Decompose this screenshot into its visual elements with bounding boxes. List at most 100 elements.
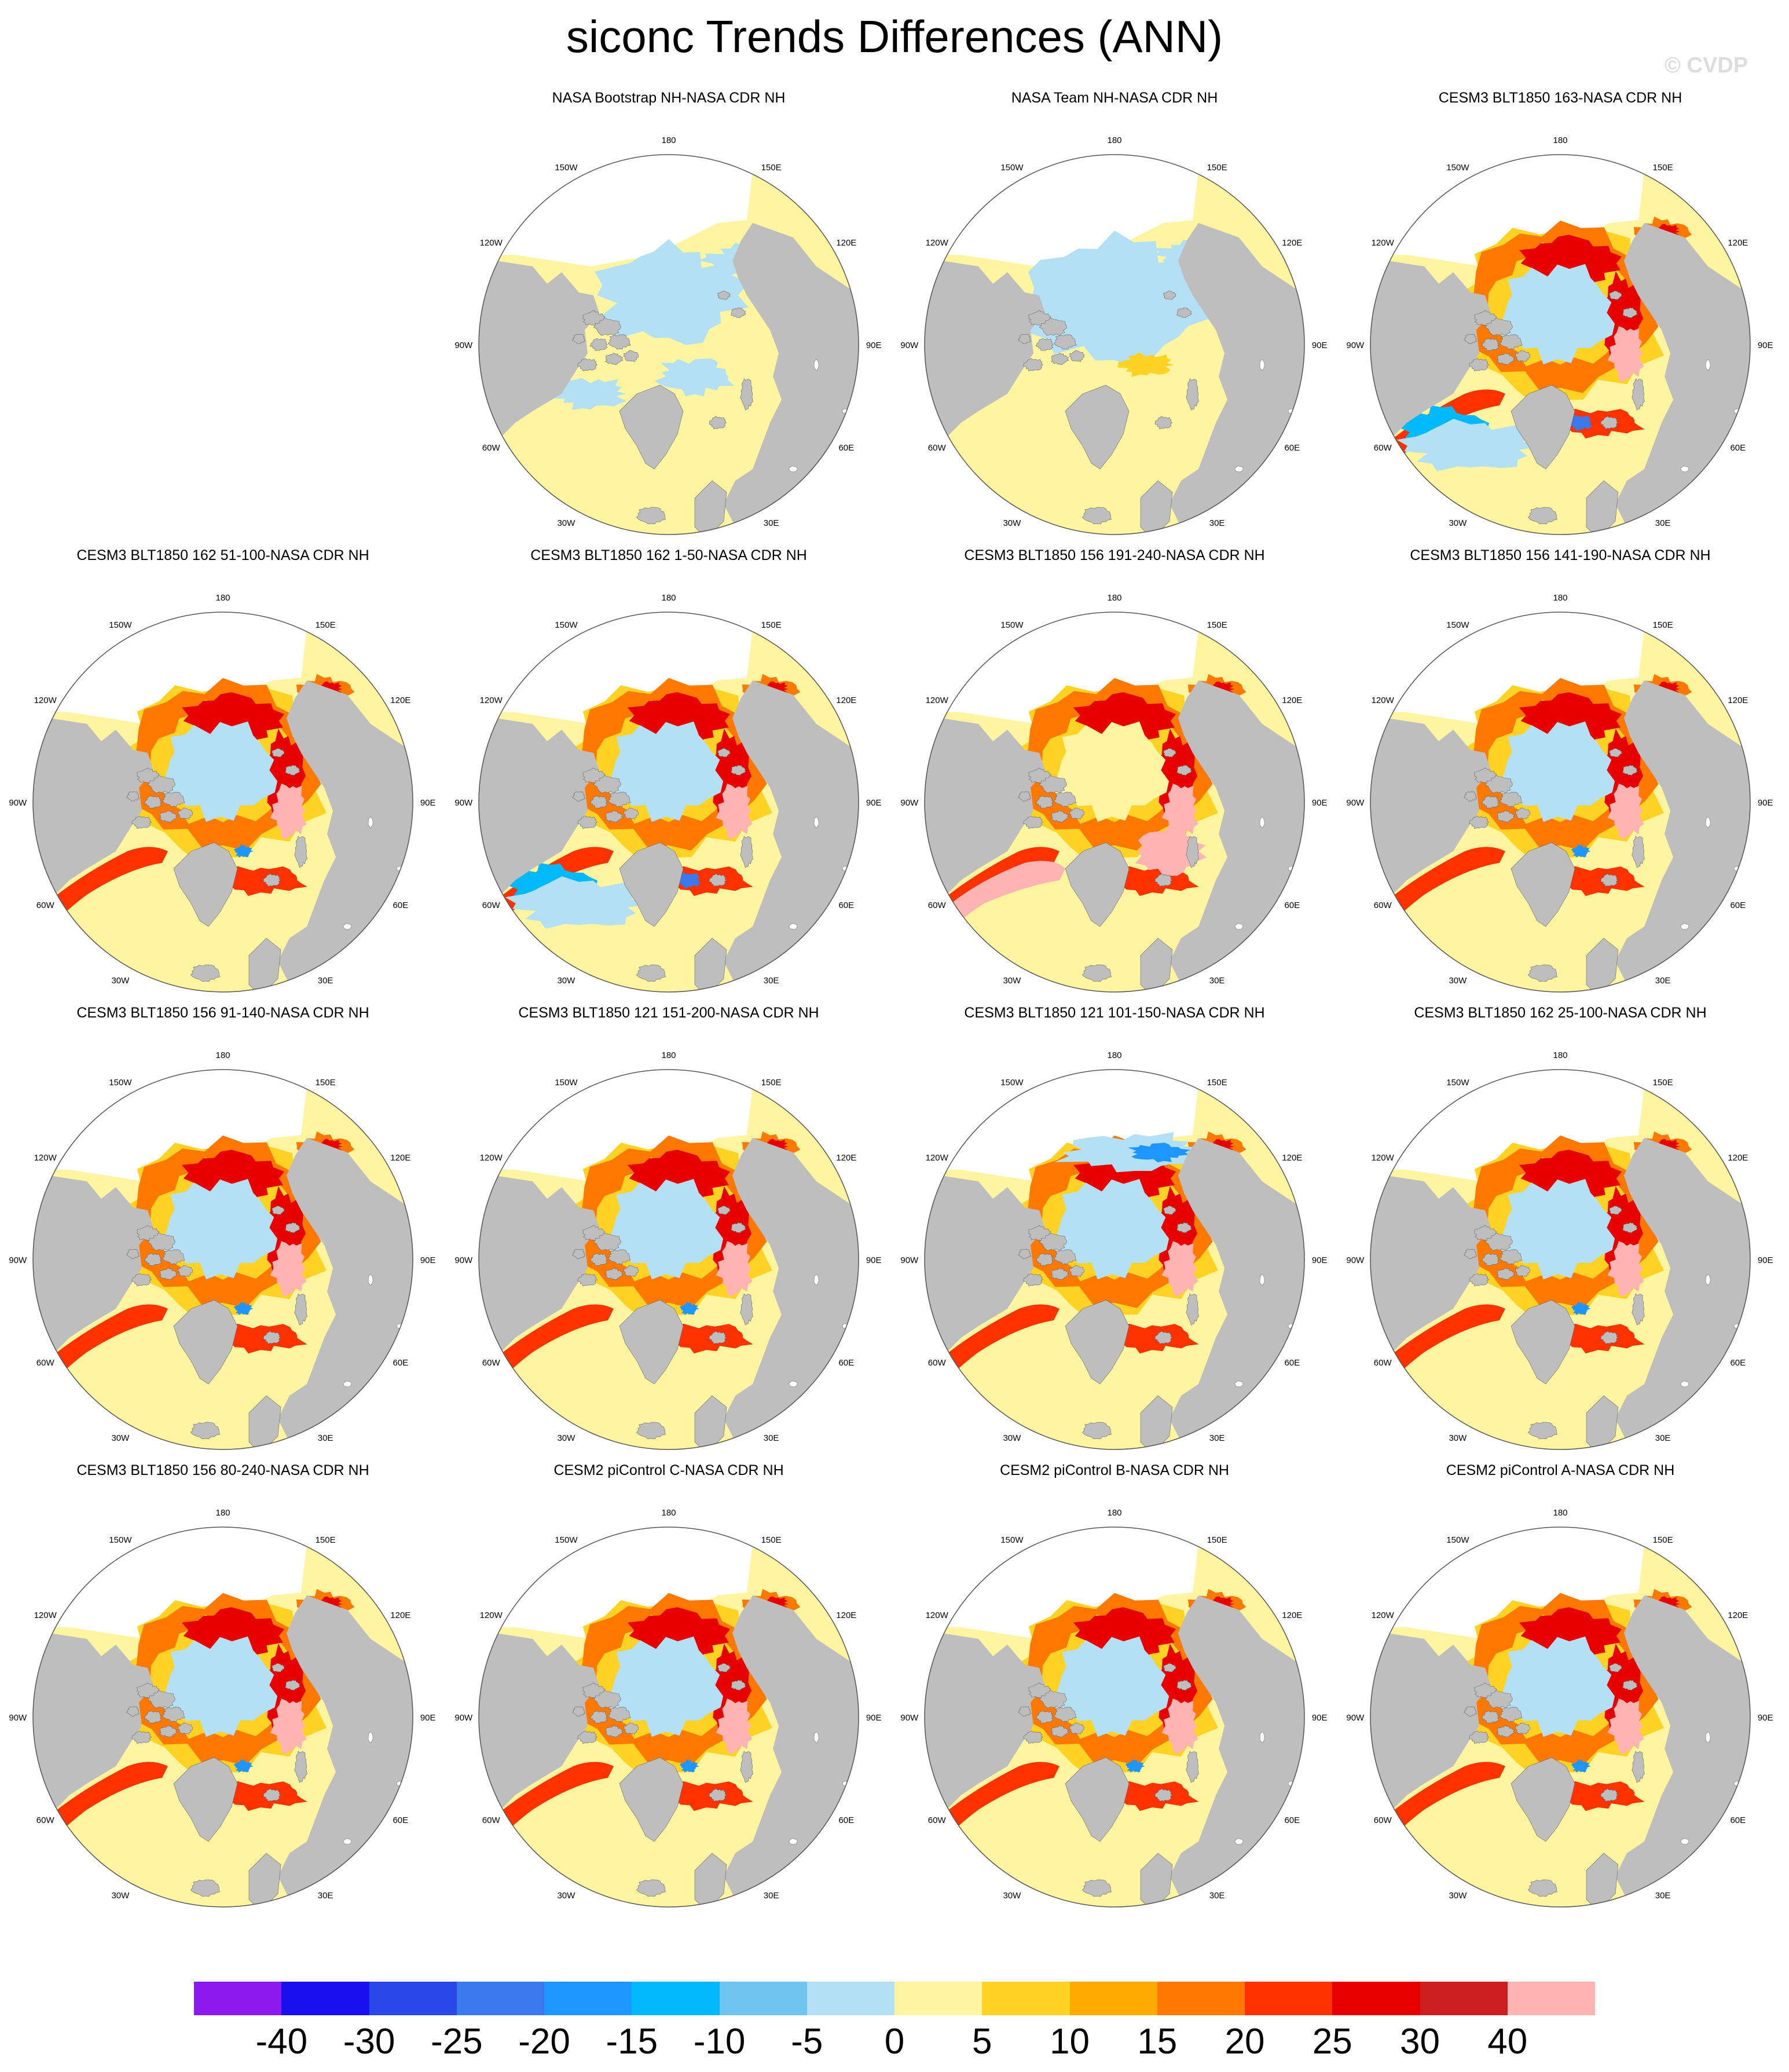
map-border [1370,1069,1751,1450]
lon-label: 120E [836,1610,856,1620]
lon-label: 150E [316,1535,336,1545]
lon-label: 30E [318,1433,333,1443]
polar-map: 180 150E 120E 90E 60E 30E 0 30W 60W 90W 120W 150W [9,593,435,1005]
map-panel: NASA Bootstrap NH-NASA CDR NH 180 150E 120E… [446,90,892,547]
lon-label: 30W [111,976,130,986]
lon-label: 90W [1346,1255,1365,1265]
colorbar-labels: -40 -30 -25 -20 -15 -10 -5 0 5 10 15 20 25 30 40 [0,2021,1789,2067]
lon-label: 150E [316,1078,336,1088]
map-border [32,1526,413,1908]
lon-label: 180 [1553,136,1567,145]
map-border [1370,154,1751,535]
colorbar-box [1069,1982,1157,2015]
map-panel: CESM3 BLT1850 163-NASA CDR NH 180 150E 120E… [1337,90,1783,547]
panel-title: CESM3 BLT1850 162 25-100-NASA CDR NH [1414,1005,1707,1021]
lon-label: 0 [1112,546,1117,547]
lon-label: 120E [1728,1153,1748,1163]
lon-label: 60W [1374,900,1392,910]
lon-label: 0 [1558,1918,1563,1920]
lon-label: 0 [1112,1460,1117,1462]
colorbar-label: 10 [1050,2022,1090,2062]
lon-label: 30W [557,1891,575,1901]
lon-label: 150W [109,1535,132,1545]
lon-label: 30W [1003,976,1021,986]
lon-label: 30W [1003,1433,1021,1443]
lon-label: 150E [1653,163,1673,173]
figure-title: siconc Trends Differences (ANN) [566,11,1223,62]
lon-label: 0 [666,1003,671,1005]
lon-label: 90E [1758,798,1773,808]
lon-label: 60W [1374,1815,1392,1825]
map-panel: NASA Team NH-NASA CDR NH 180 150E 120E 90E 60… [892,90,1337,547]
map-border [924,154,1305,535]
lon-label: 0 [666,1460,671,1462]
lon-label: 60E [838,443,854,453]
lon-label: 0 [221,1003,225,1005]
lon-label: 150W [555,163,578,173]
map-panel: CESM2 piControl C-NASA CDR NH 180 150E 120E… [446,1462,892,1920]
colorbar-label: 0 [884,2022,905,2062]
lon-label: 30E [1655,518,1671,528]
polar-map: 180 150E 120E 90E 60E 30E 0 30W 60W 90W 120W 150W [900,1508,1327,1920]
lon-label: 150W [1446,163,1469,173]
lon-label: 0 [666,1918,671,1920]
lon-label: 150W [109,1078,132,1088]
colorbar-box [194,1982,282,2015]
colorbar-label: -30 [343,2022,395,2062]
lon-label: 90E [866,1713,882,1723]
lon-label: 30E [764,976,779,986]
map-border [478,612,859,993]
lon-label: 120E [1728,1610,1748,1620]
lon-label: 30E [1209,976,1225,986]
lon-label: 30E [318,976,333,986]
lon-label: 90W [900,1255,919,1265]
lon-label: 90W [9,1255,27,1265]
lon-label: 180 [1553,1050,1567,1060]
map-panel: CESM2 piControl A-NASA CDR NH 180 150E 120E… [1337,1462,1783,1920]
lon-label: 180 [215,593,230,603]
colorbar-label: 30 [1400,2022,1440,2062]
polar-map: 180 150E 120E 90E 60E 30E 0 30W 60W 90W 120W 150W [454,1508,882,1920]
lon-label: 120W [1372,695,1395,705]
lon-label: 90E [866,798,882,808]
lon-label: 60W [482,900,501,910]
map-panel: CESM3 BLT1850 121 151-200-NASA CDR NH 180… [446,1005,892,1462]
colorbar [194,1982,1595,2015]
map-border [924,1526,1305,1908]
lon-label: 120E [1282,238,1302,248]
lon-label: 180 [1107,593,1121,603]
panel-title: CESM2 piControl C-NASA CDR NH [553,1462,784,1478]
map-panel: CESM3 BLT1850 156 191-240-NASA CDR NH 180… [892,547,1337,1005]
lon-label: 60W [928,1815,947,1825]
lon-label: 0 [666,546,671,547]
lon-label: 90E [866,1255,882,1265]
lon-label: 150E [1207,163,1227,173]
lon-label: 30E [764,1891,779,1901]
lon-label: 90W [454,1255,473,1265]
map-panel: CESM3 BLT1850 162 51-100-NASA CDR NH 180 1… [0,547,446,1005]
lon-label: 120W [34,1153,57,1163]
panel-title: CESM2 piControl A-NASA CDR NH [1446,1462,1675,1478]
lon-label: 90W [454,1713,473,1723]
lon-label: 60W [1374,1358,1392,1368]
lon-label: 120W [34,695,57,705]
map-border [478,154,859,535]
lon-label: 60E [1730,1815,1746,1825]
lon-label: 30W [1449,1433,1467,1443]
lon-label: 30W [111,1891,130,1901]
panel-title: CESM3 BLT1850 156 80-240-NASA CDR NH [76,1462,369,1478]
lon-label: 120E [1728,695,1748,705]
lon-label: 120W [480,238,503,248]
lon-label: 60W [36,1358,55,1368]
lon-label: 60E [1284,1815,1300,1825]
lon-label: 60W [482,1815,501,1825]
lon-label: 30E [764,518,779,528]
lon-label: 150E [761,620,782,630]
lon-label: 150E [1207,1078,1227,1088]
lon-label: 150W [1446,1078,1469,1088]
lon-label: 180 [1553,1508,1567,1518]
lon-label: 60W [482,443,501,453]
panel-title: CESM3 BLT1850 162 1-50-NASA CDR NH [530,547,807,563]
colorbar-label: -40 [255,2022,308,2062]
lon-label: 90E [1758,341,1773,350]
